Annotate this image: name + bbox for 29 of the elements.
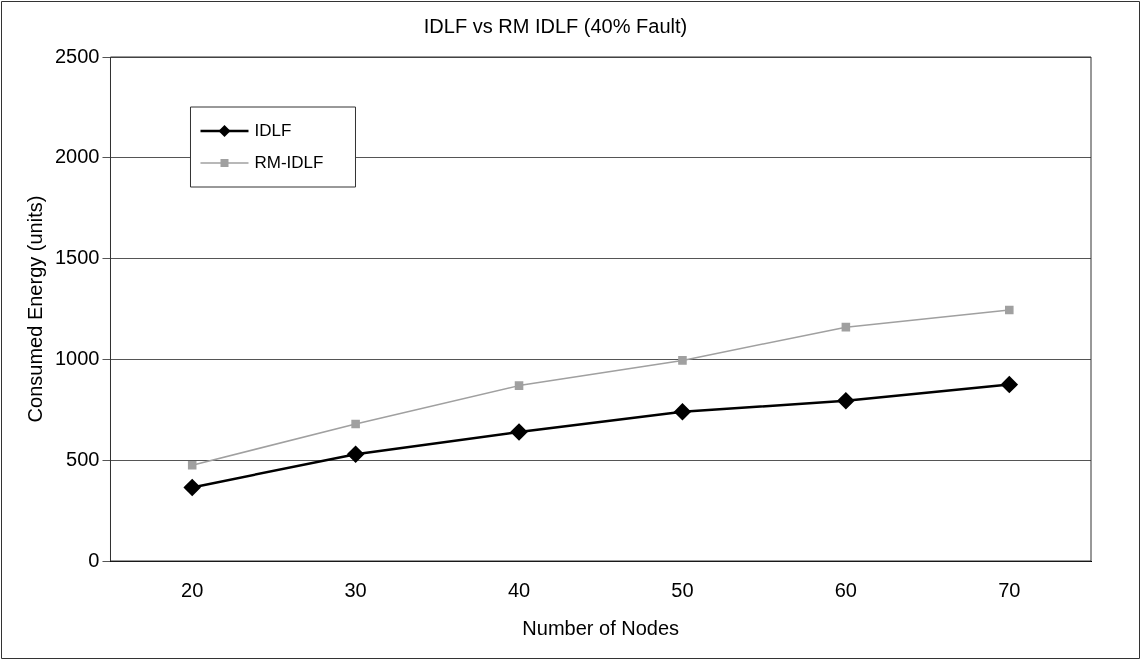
point [514, 381, 524, 390]
point [841, 322, 851, 332]
chart-title: IDLF vs RM IDLF (40% Fault) [423, 14, 688, 37]
y-tick-label: 2000 [54, 145, 100, 168]
y-tick-label: 500 [66, 447, 100, 470]
point [837, 392, 855, 409]
point [351, 419, 360, 429]
legend-label: RM-IDLF [254, 152, 324, 172]
legend-label: IDLF [254, 120, 292, 140]
x-tick-label: 30 [344, 578, 367, 601]
point [678, 356, 687, 365]
point [1001, 376, 1018, 393]
point [347, 445, 364, 463]
point [510, 423, 528, 441]
x-tick-label: 20 [181, 578, 204, 601]
y-tick-label: 1000 [54, 346, 100, 369]
y-tick-label: 2500 [54, 44, 100, 67]
x-axis-title: Number of Nodes [522, 616, 680, 639]
x-tick-label: 50 [671, 578, 694, 601]
x-tick-label: 70 [998, 578, 1021, 601]
point [183, 479, 201, 496]
point [187, 460, 197, 470]
point [674, 403, 691, 421]
y-axis-title: Consumed Energy (units) [23, 195, 46, 423]
point [1005, 305, 1014, 315]
x-tick-label: 60 [834, 578, 857, 601]
x-tick-label: 40 [507, 578, 531, 601]
y-tick-label: 1500 [54, 246, 100, 269]
y-tick-label: 0 [88, 548, 100, 571]
